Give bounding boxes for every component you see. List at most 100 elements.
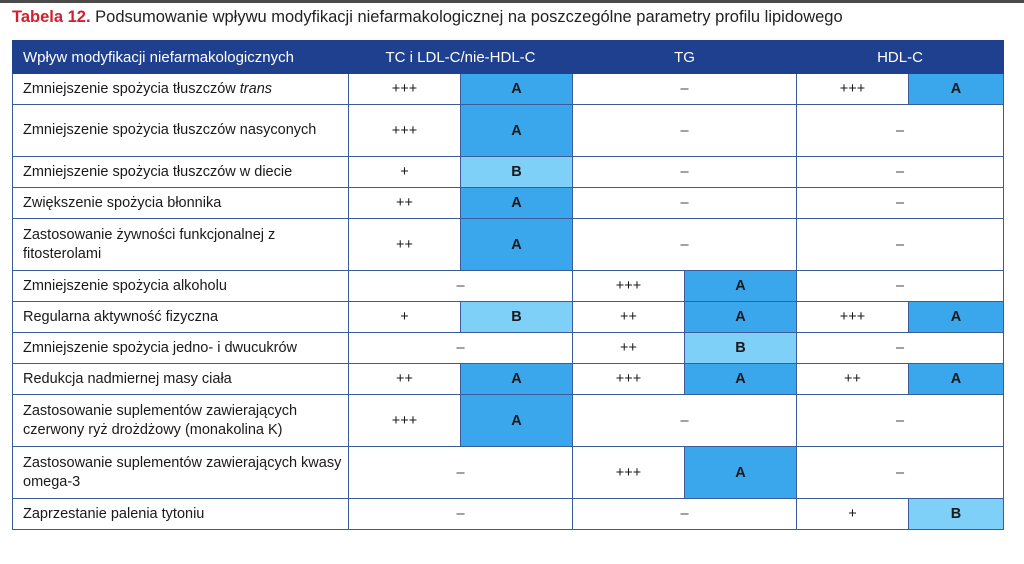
row-label: Zmniejszenie spożycia tłuszczów nasycony… xyxy=(12,104,349,157)
table-row: Redukcja nadmiernej masy ciała ++ A +++ A ++ A xyxy=(12,363,1004,395)
tg-no-effect: – xyxy=(572,156,797,188)
row-label-text: Zmniejszenie spożycia alkoholu xyxy=(23,277,227,294)
row-label-text: Zmniejszenie spożycia tłuszczów w diecie xyxy=(23,163,293,180)
tc-no-effect: – xyxy=(348,498,573,530)
table-row: Zmniejszenie spożycia tłuszczów nasycony… xyxy=(12,104,1004,157)
row-label: Redukcja nadmiernej masy ciała xyxy=(12,363,349,395)
hdl-no-effect: – xyxy=(796,187,1004,219)
tc-effect: ++ xyxy=(348,187,461,219)
row-label: Zastosowanie suplementów zawierających k… xyxy=(12,446,349,499)
row-label: Zmniejszenie spożycia tłuszczów w diecie xyxy=(12,156,349,188)
tg-effect: +++ xyxy=(572,270,685,302)
tg-no-effect: – xyxy=(572,187,797,219)
table-caption: Tabela 12. Podsumowanie wpływu modyfikac… xyxy=(12,8,843,27)
tc-effect: +++ xyxy=(348,394,461,447)
tc-no-effect: – xyxy=(348,446,573,499)
row-label-text: Redukcja nadmiernej masy ciała xyxy=(23,370,232,387)
hdl-effect: +++ xyxy=(796,301,909,333)
header-row: Wpływ modyfikacji niefarmakologicznych T… xyxy=(12,40,1004,74)
tg-no-effect: – xyxy=(572,498,797,530)
tc-evidence-grade: A xyxy=(460,218,573,271)
hdl-no-effect: – xyxy=(796,332,1004,364)
row-label-text: Zastosowanie żywności funkcjonalnej z fi… xyxy=(23,226,276,262)
row-label-text: Zmniejszenie spożycia tłuszczów xyxy=(23,80,240,97)
tc-evidence-grade: A xyxy=(460,363,573,395)
hdl-evidence-grade: B xyxy=(908,498,1004,530)
table-row: Zmniejszenie spożycia tłuszczów w diecie… xyxy=(12,156,1004,188)
tg-no-effect: – xyxy=(572,73,797,105)
tg-evidence-grade: A xyxy=(684,270,797,302)
row-label: Zmniejszenie spożycia jedno- i dwucukrów xyxy=(12,332,349,364)
tc-evidence-grade: A xyxy=(460,104,573,157)
hdl-evidence-grade: A xyxy=(908,301,1004,333)
row-label-text: Zmniejszenie spożycia tłuszczów nasycony… xyxy=(23,122,317,138)
tg-no-effect: – xyxy=(572,218,797,271)
hdl-effect: + xyxy=(796,498,909,530)
tc-effect: ++ xyxy=(348,218,461,271)
tg-no-effect: – xyxy=(572,394,797,447)
table-row: Zmniejszenie spożycia tłuszczów trans +++… xyxy=(12,73,1004,105)
table-row: Zastosowanie żywności funkcjonalnej z fi… xyxy=(12,218,1004,271)
tg-effect: ++ xyxy=(572,332,685,364)
hdl-no-effect: – xyxy=(796,156,1004,188)
tc-evidence-grade: A xyxy=(460,394,573,447)
hdl-evidence-grade: A xyxy=(908,73,1004,105)
tg-effect: +++ xyxy=(572,363,685,395)
row-label-text: Zastosowanie suplementów zawierających k… xyxy=(23,454,342,490)
tc-evidence-grade: A xyxy=(460,73,573,105)
table-title: Podsumowanie wpływu modyfikacji niefarma… xyxy=(95,8,843,26)
tg-evidence-grade: A xyxy=(684,301,797,333)
tg-effect: +++ xyxy=(572,446,685,499)
hdl-no-effect: – xyxy=(796,218,1004,271)
row-label: Regularna aktywność fizyczna xyxy=(12,301,349,333)
tg-effect: ++ xyxy=(572,301,685,333)
row-label-italic: trans xyxy=(239,80,273,97)
lipid-profile-table: Wpływ modyfikacji niefarmakologicznych T… xyxy=(12,40,1004,530)
top-rule xyxy=(0,0,1024,3)
hdl-evidence-grade: A xyxy=(908,363,1004,395)
hdl-effect: ++ xyxy=(796,363,909,395)
row-label-text: Zaprzestanie palenia tytoniu xyxy=(23,505,205,522)
header-modification: Wpływ modyfikacji niefarmakologicznych xyxy=(12,40,349,74)
tc-no-effect: – xyxy=(348,270,573,302)
header-hdl: HDL-C xyxy=(796,40,1004,74)
tc-effect: +++ xyxy=(348,104,461,157)
table-number: Tabela 12. xyxy=(12,8,91,26)
row-label: Zmniejszenie spożycia tłuszczów trans xyxy=(12,73,349,105)
tc-effect: +++ xyxy=(348,73,461,105)
tg-evidence-grade: A xyxy=(684,446,797,499)
row-label-text: Zmniejszenie spożycia jedno- i dwucukrów xyxy=(23,339,298,356)
tc-evidence-grade: B xyxy=(460,156,573,188)
tc-evidence-grade: B xyxy=(460,301,573,333)
hdl-no-effect: – xyxy=(796,270,1004,302)
hdl-no-effect: – xyxy=(796,104,1004,157)
tc-no-effect: – xyxy=(348,332,573,364)
row-label: Zmniejszenie spożycia alkoholu xyxy=(12,270,349,302)
header-tc-ldl: TC i LDL-C/nie-HDL-C xyxy=(348,40,573,74)
table-row: Zmniejszenie spożycia jedno- i dwucukrów… xyxy=(12,332,1004,364)
row-label: Zastosowanie suplementów zawierających c… xyxy=(12,394,349,447)
table-row: Zwiększenie spożycia błonnika ++ A – – xyxy=(12,187,1004,219)
table-row: Zaprzestanie palenia tytoniu – – + B xyxy=(12,498,1004,530)
table-row: Zastosowanie suplementów zawierających c… xyxy=(12,394,1004,447)
tg-evidence-grade: A xyxy=(684,363,797,395)
hdl-no-effect: – xyxy=(796,394,1004,447)
tg-no-effect: – xyxy=(572,104,797,157)
row-label: Zwiększenie spożycia błonnika xyxy=(12,187,349,219)
row-label-text: Zastosowanie suplementów zawierających c… xyxy=(23,402,298,438)
tc-effect: ++ xyxy=(348,363,461,395)
hdl-no-effect: – xyxy=(796,446,1004,499)
header-tg: TG xyxy=(572,40,797,74)
hdl-effect: +++ xyxy=(796,73,909,105)
row-label-text: Regularna aktywność fizyczna xyxy=(23,308,219,325)
tc-effect: + xyxy=(348,156,461,188)
row-label-text: Zwiększenie spożycia błonnika xyxy=(23,194,222,211)
tc-effect: + xyxy=(348,301,461,333)
table-row: Zastosowanie suplementów zawierających k… xyxy=(12,446,1004,499)
table-row: Regularna aktywność fizyczna + B ++ A +++ A xyxy=(12,301,1004,333)
table-row: Zmniejszenie spożycia alkoholu – +++ A – xyxy=(12,270,1004,302)
row-label: Zaprzestanie palenia tytoniu xyxy=(12,498,349,530)
tc-evidence-grade: A xyxy=(460,187,573,219)
row-label: Zastosowanie żywności funkcjonalnej z fi… xyxy=(12,218,349,271)
tg-evidence-grade: B xyxy=(684,332,797,364)
